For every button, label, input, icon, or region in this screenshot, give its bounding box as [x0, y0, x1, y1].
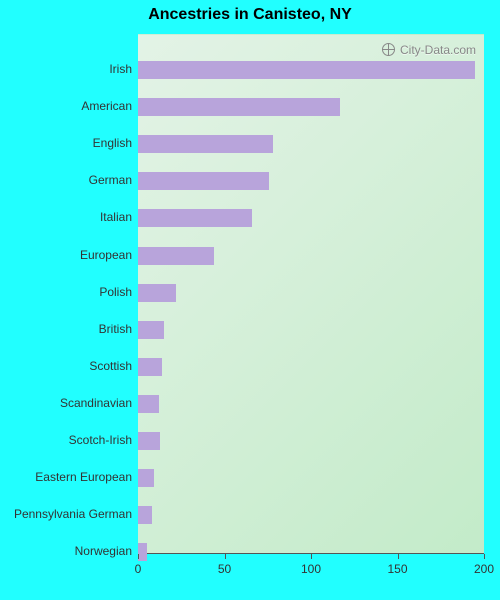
globe-icon — [382, 43, 395, 56]
x-tick — [398, 554, 399, 559]
watermark-text: City-Data.com — [400, 43, 476, 57]
bar — [138, 395, 159, 413]
y-axis-label: Pennsylvania German — [14, 507, 132, 521]
bar — [138, 432, 160, 450]
y-axis-label: American — [81, 99, 132, 113]
watermark: City-Data.com — [382, 43, 476, 57]
bar — [138, 98, 340, 116]
x-tick — [311, 554, 312, 559]
x-tick-label: 50 — [218, 562, 231, 576]
x-tick — [484, 554, 485, 559]
y-axis-label: Scottish — [89, 359, 132, 373]
plot-area: City-Data.com 050100150200 — [138, 34, 484, 554]
bar — [138, 506, 152, 524]
page-root: Ancestries in Canisteo, NY City-Data.com… — [0, 0, 500, 600]
x-tick-label: 0 — [135, 562, 142, 576]
bar — [138, 284, 176, 302]
chart-title: Ancestries in Canisteo, NY — [0, 6, 500, 24]
x-tick — [225, 554, 226, 559]
y-axis-label: European — [80, 248, 132, 262]
y-axis-label: Irish — [109, 62, 132, 76]
y-axis-label: Eastern European — [35, 470, 132, 484]
bar — [138, 469, 154, 487]
bar — [138, 358, 162, 376]
y-axis-label: Polish — [99, 285, 132, 299]
y-axis-label: English — [93, 136, 132, 150]
bar — [138, 543, 147, 561]
bar — [138, 247, 214, 265]
y-axis-label: British — [99, 322, 132, 336]
y-axis-label: Scotch-Irish — [69, 433, 132, 447]
y-axis-label: Scandinavian — [60, 396, 132, 410]
y-axis-label: Italian — [100, 210, 132, 224]
bar — [138, 209, 252, 227]
x-tick-label: 100 — [301, 562, 321, 576]
bar — [138, 321, 164, 339]
x-tick-label: 200 — [474, 562, 494, 576]
x-tick — [138, 554, 139, 559]
bar — [138, 61, 475, 79]
y-axis-label: Norwegian — [75, 544, 132, 558]
x-tick-label: 150 — [387, 562, 407, 576]
bar — [138, 135, 273, 153]
bar — [138, 172, 269, 190]
y-axis-label: German — [89, 173, 132, 187]
